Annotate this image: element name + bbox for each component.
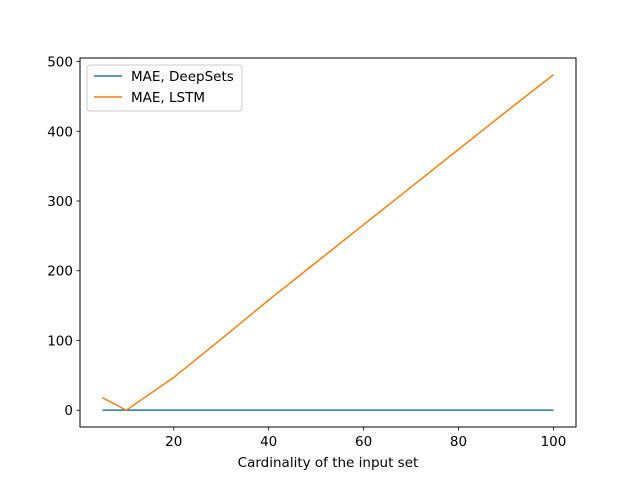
y-tick-label: 100 [47,333,73,349]
y-tick-label: 300 [47,194,73,210]
legend-label-deepsets: MAE, DeepSets [131,69,234,85]
x-tick-label: 100 [541,434,567,450]
series-line-lstm [102,74,554,411]
legend: MAE, DeepSets MAE, LSTM [86,64,243,112]
legend-box [86,64,243,112]
series-layer [102,74,554,411]
x-axis: 20 40 60 80 100 [165,427,566,450]
x-tick-label: 20 [165,434,182,450]
x-axis-title: Cardinality of the input set [238,455,419,471]
y-tick-label: 400 [47,124,73,140]
y-tick-label: 0 [64,403,73,419]
legend-label-lstm: MAE, LSTM [131,90,205,106]
y-tick-label: 200 [47,264,73,280]
y-axis: 0 100 200 300 400 500 [47,55,80,419]
plot-frame [79,57,577,428]
x-tick-label: 80 [450,434,467,450]
x-tick-label: 40 [260,434,277,450]
y-tick-label: 500 [47,55,73,71]
x-tick-label: 60 [355,434,372,450]
